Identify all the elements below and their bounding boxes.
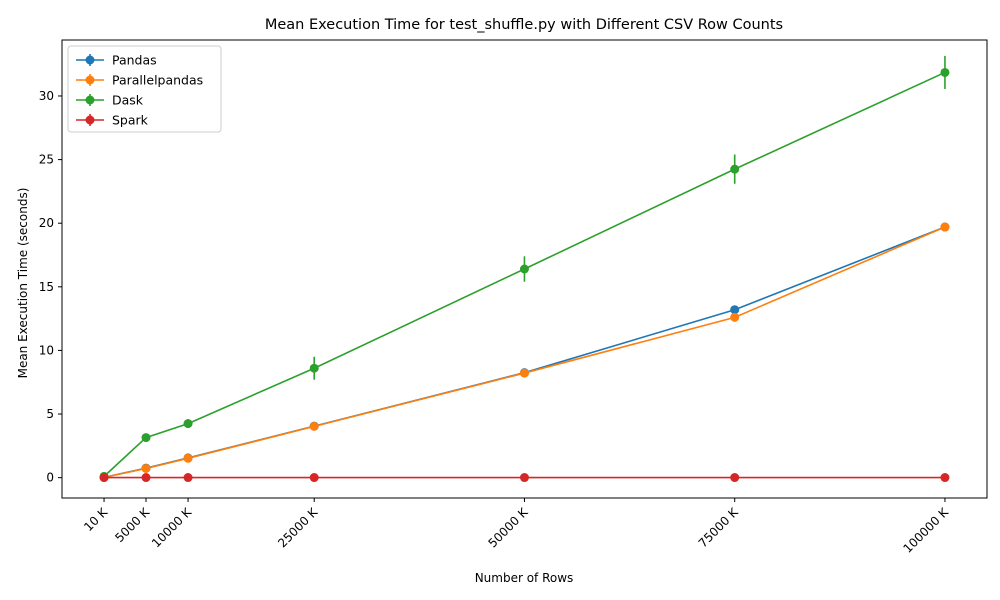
y-axis-label: Mean Execution Time (seconds) <box>16 188 30 379</box>
legend-item: Spark <box>76 113 149 128</box>
series-parallelpandas <box>99 222 950 482</box>
legend-item: Dask <box>76 93 144 108</box>
data-point <box>730 473 740 483</box>
x-tick-label: 5000 K <box>112 504 153 545</box>
legend-marker <box>85 55 95 65</box>
y-tick-label: 30 <box>39 89 54 103</box>
data-point <box>141 463 151 473</box>
x-tick-label: 10000 K <box>149 504 195 550</box>
data-point <box>519 473 529 483</box>
y-tick-label: 5 <box>46 407 54 421</box>
data-point <box>940 473 950 483</box>
x-tick-label: 50000 K <box>485 504 531 550</box>
y-tick-label: 0 <box>46 471 54 485</box>
y-tick-label: 25 <box>39 153 54 167</box>
legend-label: Spark <box>112 113 149 128</box>
data-point <box>183 473 193 483</box>
x-tick-label: 75000 K <box>696 504 742 550</box>
data-point <box>309 473 319 483</box>
data-point <box>730 164 740 174</box>
data-point <box>141 473 151 483</box>
legend-label: Dask <box>112 93 144 108</box>
data-point <box>141 433 151 443</box>
data-point <box>309 421 319 431</box>
x-tick-label: 25000 K <box>275 504 321 550</box>
data-point <box>519 264 529 274</box>
legend-item: Pandas <box>76 53 157 68</box>
legend-label: Pandas <box>112 53 157 68</box>
x-tick-label: 10 K <box>81 504 111 534</box>
series-spark <box>99 473 950 483</box>
legend-marker <box>85 115 95 125</box>
legend: Pandas Parallelpandas Dask Spark <box>67 45 222 133</box>
legend-item: Parallelpandas <box>76 73 203 88</box>
legend-label: Parallelpandas <box>112 73 203 88</box>
y-tick-label: 15 <box>39 280 54 294</box>
data-point <box>183 453 193 463</box>
series-dask <box>99 55 950 481</box>
legend-marker <box>85 95 95 105</box>
y-tick-label: 10 <box>39 343 54 357</box>
legend-box <box>67 45 222 133</box>
y-tick-label: 20 <box>39 216 54 230</box>
data-point <box>730 305 740 315</box>
chart-title: Mean Execution Time for test_shuffle.py … <box>265 17 783 33</box>
legend-marker <box>85 75 95 85</box>
data-point <box>940 222 950 232</box>
data-point <box>730 312 740 322</box>
x-tick-label: 100000 K <box>901 504 952 555</box>
data-point <box>183 419 193 429</box>
x-axis-label: Number of Rows <box>475 571 574 585</box>
data-point <box>99 473 109 483</box>
data-point <box>940 67 950 77</box>
data-point <box>519 368 529 378</box>
data-point <box>309 363 319 373</box>
